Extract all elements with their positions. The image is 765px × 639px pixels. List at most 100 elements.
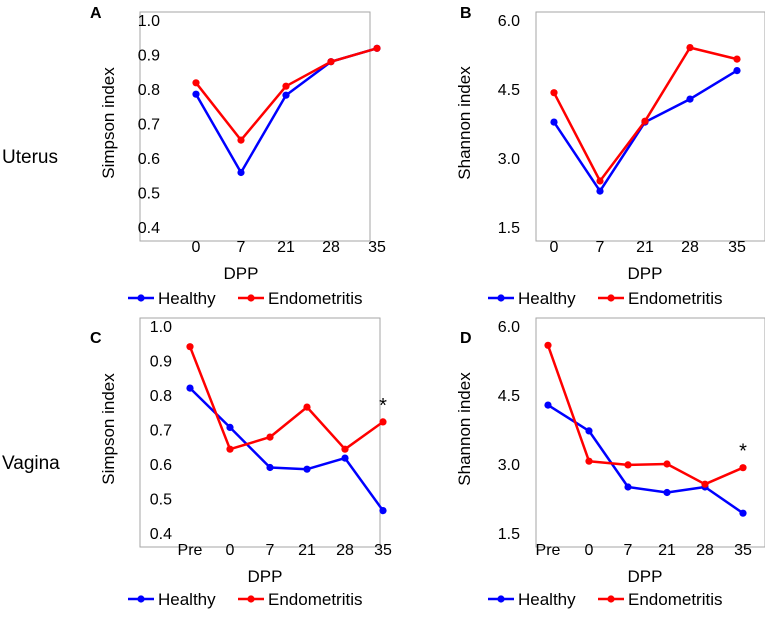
panel-d-ytick: 1.5 [498, 526, 520, 543]
panel-d-legend-endometritis: Endometritis [628, 590, 722, 609]
panel-a-ytick: 0.4 [138, 220, 160, 237]
panel-d-xtick: 0 [585, 542, 594, 559]
panel-c-legend-healthy: Healthy [158, 590, 216, 609]
panel-d-ytick: 4.5 [498, 388, 520, 405]
panel-c-xtick: 35 [374, 542, 392, 559]
panel-a-xtick: 0 [192, 239, 201, 256]
panel-d-endometritis-point [739, 464, 747, 472]
panel-d-endometritis-point [701, 480, 709, 488]
panel-b-endometritis-line [552, 46, 738, 183]
panel-d-healthy-point [663, 488, 671, 497]
panel-d-healthy-point [739, 509, 747, 517]
panel-b-endometritis-point [596, 177, 604, 185]
panel-c-legend-endometritis: Endometritis [268, 590, 362, 609]
panel-d-ytick: 3.0 [498, 457, 520, 474]
panel-c-healthy-point [186, 384, 194, 392]
panel-b-frame [535, 11, 765, 242]
panel-d-xtick: 7 [624, 542, 633, 559]
panel-d-endometritis-point [624, 461, 632, 469]
panel-c-endometritis-point [186, 343, 194, 351]
panel-a-healthy-point [192, 90, 200, 98]
panel-b-xtick: 21 [636, 239, 654, 256]
panel-b-xtick: 7 [596, 239, 605, 256]
panel-c-ytick: 0.9 [150, 354, 172, 371]
panel-d-endometritis-point [663, 460, 671, 468]
panel-d-xtick: 21 [658, 542, 676, 559]
panel-a-xlabel: DPP [224, 264, 259, 283]
panel-b-xtick: 35 [728, 239, 746, 256]
panel-b-letter: B [460, 5, 472, 22]
panel-d-frame [535, 317, 765, 548]
panel-d-significance-marker: * [739, 441, 747, 463]
panel-d-endometritis-point [544, 341, 552, 349]
panel-c-xtick: Pre [178, 542, 203, 559]
panel-b-endometritis-point [550, 89, 558, 97]
panel-a-xtick: 7 [237, 239, 246, 256]
panel-a-legend-endometritis-marker [247, 294, 255, 302]
panel-d-legend-endometritis-marker [607, 595, 615, 603]
panel-c-ytick: 0.4 [150, 526, 172, 543]
panel-b-healthy-point [596, 187, 604, 195]
panel-b-legend-healthy: Healthy [518, 289, 576, 308]
panel-b-endometritis-point [641, 117, 649, 125]
panel-a-legend-healthy-marker [137, 294, 145, 302]
panel-b-ytick: 3.0 [498, 151, 520, 168]
panel-b-endometritis-point [686, 44, 694, 52]
panel-c-ylabel: Simpson index [99, 373, 118, 485]
panel-d-endometritis-point [585, 457, 593, 465]
panel-b-legend-endometritis: Endometritis [628, 289, 722, 308]
panel-c-letter: C [90, 330, 102, 347]
panel-a-xtick: 28 [322, 239, 340, 256]
panel-d-healthy-point [544, 401, 552, 409]
panel-b-xlabel: DPP [628, 264, 663, 283]
panel-d-ytick: 6.0 [498, 319, 520, 336]
panel-a-legend-endometritis: Endometritis [268, 289, 362, 308]
panel-c-ytick: 0.7 [150, 423, 172, 440]
panel-a-endometritis-point [192, 79, 200, 87]
panel-a-ytick: 0.6 [138, 151, 160, 168]
panel-b-xtick: 28 [681, 239, 699, 256]
panel-b-legend-endometritis-marker [607, 294, 615, 302]
panel-b-ytick: 1.5 [498, 220, 520, 237]
panel-b-healthy-point [550, 118, 558, 126]
panel-c-endometritis-point [266, 433, 274, 441]
panel-c-healthy-point [226, 423, 234, 431]
panel-d-xtick: 28 [696, 542, 714, 559]
panel-c-legend-healthy-marker [137, 595, 145, 603]
panel-c-xtick: 28 [336, 542, 354, 559]
panel-d-healthy-point [624, 483, 632, 491]
panel-d-xlabel: DPP [628, 567, 663, 586]
panel-a-legend-healthy: Healthy [158, 289, 216, 308]
panel-c-ytick: 0.6 [150, 457, 172, 474]
panel-c-legend-endometritis-marker [247, 595, 255, 603]
panel-a-ytick: 0.5 [138, 186, 160, 203]
panel-b-ylabel: Shannon index [455, 66, 474, 180]
panel-a-xtick: 35 [368, 239, 386, 256]
panel-a-endometritis-point [373, 44, 381, 52]
panel-c-healthy-line [189, 387, 385, 512]
panel-c-endometritis-point [379, 418, 387, 426]
panel-c-frame [139, 317, 381, 548]
panel-d-ylabel: Shannon index [455, 372, 474, 486]
panel-c-xlabel: DPP [248, 567, 283, 586]
panel-b-endometritis-point [733, 55, 741, 63]
panel-a-xtick: 21 [277, 239, 295, 256]
row-label-vagina: Vagina [2, 453, 60, 474]
panel-a-endometritis-point [282, 82, 290, 90]
panel-b-healthy-point [686, 95, 694, 103]
panel-a-ylabel: Simpson index [99, 67, 118, 179]
panel-d-legend-healthy-marker [497, 595, 505, 603]
panel-d-xtick: 35 [734, 542, 752, 559]
panel-a-healthy-point [282, 91, 290, 99]
panel-b-ytick: 6.0 [498, 13, 520, 30]
panel-a-ytick: 1.0 [138, 13, 160, 30]
panel-a-letter: A [90, 5, 102, 22]
panel-c-xtick: 0 [226, 542, 235, 559]
row-label-uterus: Uterus [2, 147, 58, 168]
panel-d-healthy-line [547, 404, 744, 515]
panel-c-ytick: 0.8 [150, 388, 172, 405]
panel-b-healthy-line [552, 69, 738, 193]
panel-a-endometritis-point [237, 136, 245, 144]
panel-c-endometritis-point [226, 445, 234, 453]
panel-a-endometritis-point [327, 58, 335, 66]
